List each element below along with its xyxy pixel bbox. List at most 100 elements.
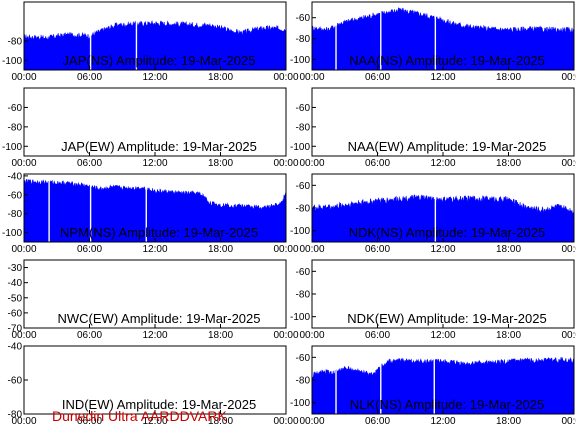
x-tick-label: 00:00 <box>273 330 298 341</box>
x-tick-label: 00:00 <box>11 416 36 427</box>
x-tick-label: 06:00 <box>365 244 390 255</box>
x-tick-label: 06:00 <box>77 158 102 169</box>
panel-10: 00:00 06:00 12:00 18:00 00:00 -60 -80 -100 NLK(N… <box>290 345 576 427</box>
amplitude-trace <box>24 20 286 70</box>
panel-8: 00:00 06:00 12:00 18:00 00:00 -60 -80 -100 NDK(E… <box>290 259 576 341</box>
y-tick-label: -40 <box>8 171 23 182</box>
footer-label: Dunedin Ultra AARDDVARK <box>52 408 227 424</box>
x-tick-label: 18:00 <box>496 416 521 427</box>
y-tick-label: -40 <box>8 278 23 289</box>
x-tick-label: 00:00 <box>273 244 298 255</box>
x-tick-label: 06:00 <box>77 72 102 83</box>
y-tick-label: -60 <box>8 376 23 387</box>
panel-title: NLK(NS) Amplitude: 19-Mar-2025 <box>350 397 544 412</box>
y-tick-label: -60 <box>296 13 311 24</box>
x-tick-label: 00:00 <box>561 416 576 427</box>
y-tick-label: -50 <box>8 293 23 304</box>
x-tick-label: 06:00 <box>365 72 390 83</box>
x-tick-label: 12:00 <box>142 330 167 341</box>
y-tick-label: -80 <box>296 34 311 45</box>
x-tick-label: 18:00 <box>496 72 521 83</box>
x-tick-label: 18:00 <box>208 244 233 255</box>
y-tick-label: -80 <box>8 410 23 421</box>
panel-7: 00:00 06:00 12:00 18:00 00:00 -30 -40 -50 -60 -70… <box>8 259 299 341</box>
x-tick-label: 00:00 <box>299 72 324 83</box>
panel-9: 00:00 06:00 12:00 18:00 00:00 -40 -60 -80 IND(EW… <box>8 342 299 428</box>
panel-title: NAA(NS) Amplitude: 19-Mar-2025 <box>349 53 545 68</box>
x-tick-label: 18:00 <box>208 72 233 83</box>
y-tick-label: -60 <box>296 103 311 114</box>
x-tick-label: 12:00 <box>142 158 167 169</box>
y-tick-label: -30 <box>8 263 23 274</box>
panel-title: NDK(NS) Amplitude: 19-Mar-2025 <box>349 225 546 240</box>
panel-title: NPM(NS) Amplitude: 19-Mar-2025 <box>60 225 258 240</box>
panel-6: 00:00 06:00 12:00 18:00 00:00 -60 -80 -100 NDK(N… <box>290 173 576 255</box>
x-tick-label: 06:00 <box>77 330 102 341</box>
y-tick-label: -40 <box>8 342 23 353</box>
y-tick-label: -100 <box>2 228 22 239</box>
panel-title: NWC(EW) Amplitude: 19-Mar-2025 <box>58 311 261 326</box>
x-tick-label: 00:00 <box>561 244 576 255</box>
x-tick-label: 06:00 <box>365 158 390 169</box>
x-tick-label: 12:00 <box>142 416 167 427</box>
y-tick-label: -100 <box>290 312 310 323</box>
x-tick-label: 18:00 <box>496 330 521 341</box>
y-tick-label: -100 <box>290 142 310 153</box>
y-tick-label: -100 <box>2 56 22 67</box>
y-tick-label: -100 <box>290 226 310 237</box>
y-tick-label: -80 <box>8 36 23 47</box>
x-tick-label: 18:00 <box>208 158 233 169</box>
x-tick-label: 12:00 <box>430 244 455 255</box>
y-tick-label: -80 <box>296 204 311 215</box>
x-tick-label: 18:00 <box>496 244 521 255</box>
x-tick-label: 00:00 <box>561 72 576 83</box>
y-tick-label: -80 <box>296 376 311 387</box>
x-tick-label: 12:00 <box>430 330 455 341</box>
x-tick-label: 18:00 <box>208 416 233 427</box>
y-tick-label: -60 <box>8 308 23 319</box>
panel-1: 00:00 06:00 12:00 18:00 00:00 -80 -100 JAP(NS) … <box>2 1 299 83</box>
x-tick-label: 12:00 <box>430 416 455 427</box>
x-tick-label: 12:00 <box>430 158 455 169</box>
panel-title: NAA(EW) Amplitude: 19-Mar-2025 <box>348 139 547 154</box>
y-tick-label: -100 <box>290 55 310 66</box>
panel-title: IND(EW) Amplitude: 19-Mar-2025 <box>62 397 256 412</box>
panel-title: NDK(EW) Amplitude: 19-Mar-2025 <box>347 311 546 326</box>
x-tick-label: 06:00 <box>77 416 102 427</box>
x-tick-label: 00:00 <box>299 158 324 169</box>
amplitude-trace <box>24 178 286 242</box>
x-tick-label: 18:00 <box>496 158 521 169</box>
x-tick-label: 00:00 <box>273 158 298 169</box>
y-tick-label: -60 <box>296 181 311 192</box>
x-tick-label: 00:00 <box>11 330 36 341</box>
x-tick-label: 06:00 <box>77 244 102 255</box>
x-tick-label: 12:00 <box>142 72 167 83</box>
x-tick-label: 00:00 <box>11 158 36 169</box>
panel-4: 00:00 06:00 12:00 18:00 00:00 -60 -80 -100 NAA(E… <box>290 87 576 169</box>
panel-3: 00:00 06:00 12:00 18:00 00:00 -60 -80 -100 JAP(E… <box>2 87 299 169</box>
y-tick-label: -60 <box>8 190 23 201</box>
x-tick-label: 00:00 <box>299 416 324 427</box>
panel-5: 00:00 06:00 12:00 18:00 00:00 -40 -60 -80 -100 NP… <box>2 171 299 255</box>
y-tick-label: -80 <box>8 122 23 133</box>
x-tick-label: 00:00 <box>299 244 324 255</box>
x-tick-label: 00:00 <box>273 72 298 83</box>
x-tick-label: 06:00 <box>365 330 390 341</box>
amplitude-trace <box>312 356 574 414</box>
x-tick-label: 00:00 <box>561 158 576 169</box>
y-tick-label: -80 <box>296 290 311 301</box>
x-tick-label: 12:00 <box>430 72 455 83</box>
y-tick-label: -60 <box>296 267 311 278</box>
x-tick-label: 00:00 <box>273 416 298 427</box>
panel-2: 00:00 06:00 12:00 18:00 00:00 -60 -80 -100 NAA(N… <box>290 1 576 83</box>
x-tick-label: 12:00 <box>142 244 167 255</box>
y-tick-label: -60 <box>8 103 23 114</box>
y-tick-label: -60 <box>296 353 311 364</box>
amplitude-trace <box>312 7 574 70</box>
x-tick-label: 00:00 <box>11 72 36 83</box>
x-tick-label: 06:00 <box>365 416 390 427</box>
y-tick-label: -80 <box>8 209 23 220</box>
amplitude-trace <box>312 194 574 242</box>
y-tick-label: -80 <box>296 122 311 133</box>
